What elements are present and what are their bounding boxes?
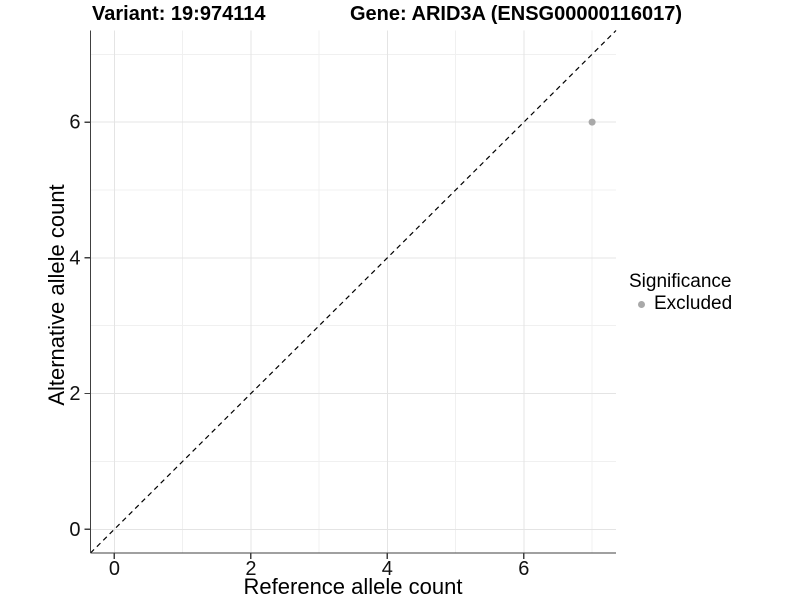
legend-title: Significance [629, 271, 732, 292]
data-point-excluded [588, 118, 596, 126]
plot-title-gene: Gene: ARID3A (ENSG00000116017) [350, 3, 683, 25]
excluded-point-icon [638, 300, 645, 308]
legend: Significance Excluded [629, 271, 732, 315]
x-tick-label: 6 [518, 558, 529, 580]
identity-line [90, 30, 617, 554]
x-tick-label: 0 [109, 558, 120, 580]
y-axis-title: Alternative allele count [44, 184, 69, 406]
y-tick-label: 2 [69, 383, 80, 405]
x-axis-title: Reference allele count [243, 574, 463, 599]
x-tick-label: 4 [382, 558, 393, 580]
legend-item-excluded: Excluded [629, 293, 732, 315]
y-tick-label: 4 [69, 247, 80, 269]
y-tick-label: 6 [69, 112, 80, 134]
y-tick-label: 0 [69, 519, 80, 541]
legend-key [629, 300, 654, 308]
plot-title-variant: Variant: 19:974114 [92, 3, 266, 25]
legend-item-label: Excluded [654, 293, 733, 314]
x-tick-label: 2 [245, 558, 256, 580]
